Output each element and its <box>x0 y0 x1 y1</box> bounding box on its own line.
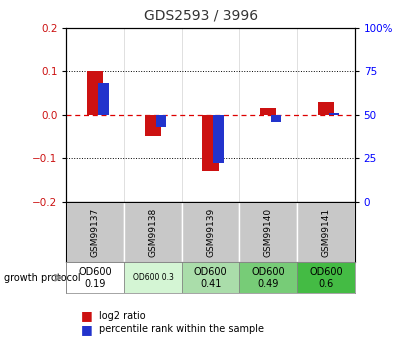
Text: OD600
0.19: OD600 0.19 <box>79 267 112 288</box>
Text: percentile rank within the sample: percentile rank within the sample <box>99 325 264 334</box>
Bar <box>297 262 355 293</box>
Text: OD600
0.49: OD600 0.49 <box>251 267 285 288</box>
Bar <box>145 115 161 137</box>
Bar <box>156 115 166 127</box>
Text: ■: ■ <box>81 309 92 322</box>
Bar <box>329 113 339 115</box>
Text: GSM99139: GSM99139 <box>206 207 215 257</box>
Bar <box>260 108 276 115</box>
Text: GDS2593 / 3996: GDS2593 / 3996 <box>144 9 259 22</box>
Bar <box>66 262 124 293</box>
Text: log2 ratio: log2 ratio <box>99 311 145 321</box>
Text: GSM99140: GSM99140 <box>264 207 273 257</box>
Text: ■: ■ <box>81 323 92 336</box>
Bar <box>202 115 219 171</box>
Text: OD600 0.3: OD600 0.3 <box>133 273 173 282</box>
Bar <box>271 115 281 122</box>
Bar <box>124 262 182 293</box>
Bar <box>124 202 182 262</box>
Bar <box>182 202 239 262</box>
Text: GSM99137: GSM99137 <box>91 207 100 257</box>
Bar <box>297 202 355 262</box>
Bar <box>98 83 108 115</box>
Bar <box>239 262 297 293</box>
Bar <box>182 262 239 293</box>
Text: GSM99141: GSM99141 <box>321 207 330 257</box>
Bar <box>318 102 334 115</box>
Bar <box>239 202 297 262</box>
Text: OD600
0.41: OD600 0.41 <box>194 267 227 288</box>
Bar <box>214 115 224 164</box>
Bar <box>66 202 124 262</box>
Bar <box>87 71 104 115</box>
Text: growth protocol: growth protocol <box>4 273 81 283</box>
Text: OD600
0.6: OD600 0.6 <box>309 267 343 288</box>
Text: GSM99138: GSM99138 <box>148 207 158 257</box>
